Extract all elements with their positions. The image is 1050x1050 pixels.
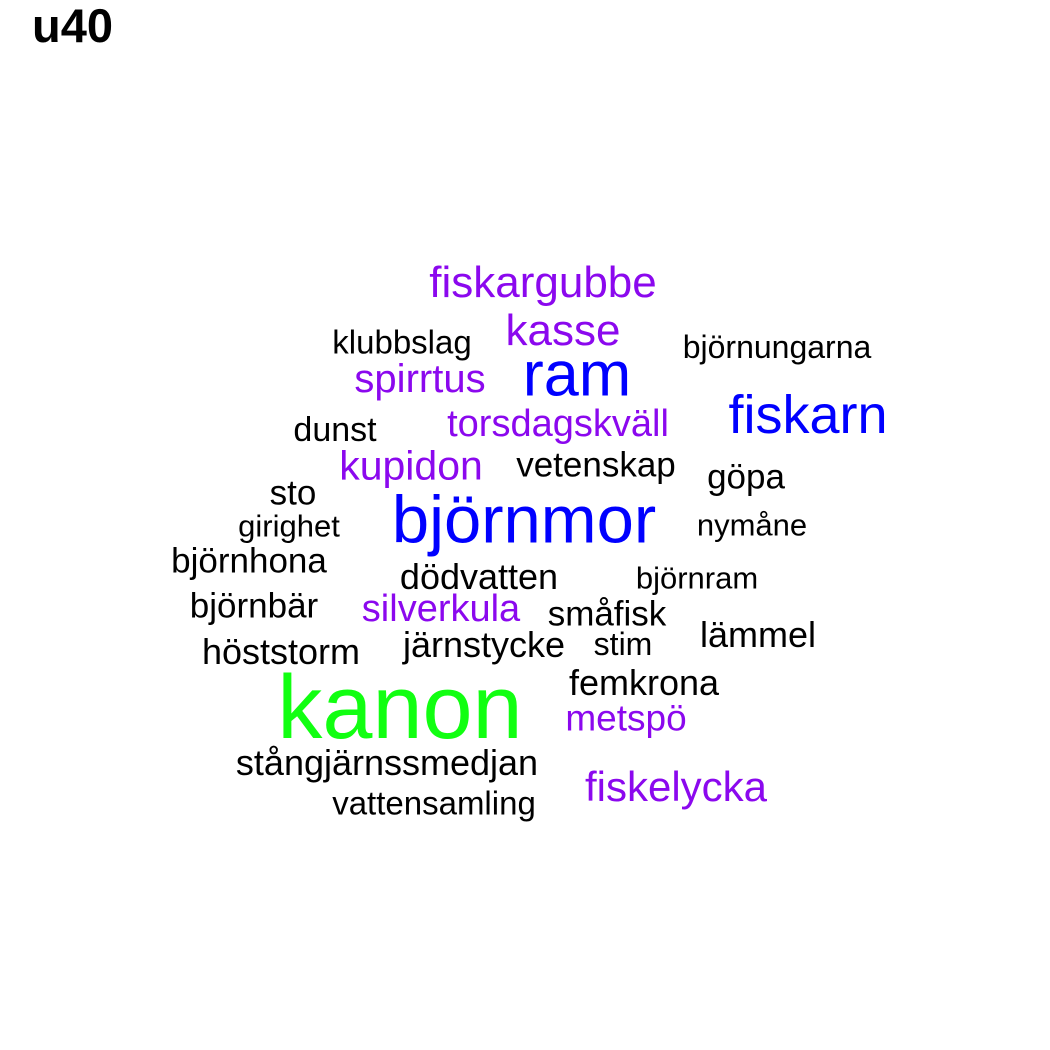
word-cloud-term: dunst: [293, 411, 377, 449]
word-cloud-term: björnungarna: [682, 329, 872, 365]
word-cloud-term: nymåne: [696, 507, 808, 543]
word-cloud-term: ram: [522, 339, 632, 410]
word-cloud-term: vetenskap: [516, 445, 676, 485]
word-cloud-term: girighet: [238, 508, 340, 544]
word-cloud-term: kupidon: [339, 442, 483, 489]
word-cloud-term: fiskarn: [728, 385, 888, 445]
word-cloud-term: spirrtus: [354, 357, 486, 401]
word-cloud-term: björnram: [635, 560, 759, 596]
word-cloud-term: järnstycke: [402, 624, 566, 665]
word-cloud-term: kasse: [505, 306, 621, 355]
word-cloud-term: lämmel: [699, 614, 817, 655]
word-cloud-term: björnbär: [189, 586, 319, 626]
word-cloud-term: fiskargubbe: [429, 258, 657, 307]
word-cloud-term: stim: [593, 626, 653, 662]
word-cloud-term: sto: [269, 473, 317, 513]
word-cloud-term: stångjärnssmedjan: [235, 742, 539, 783]
word-cloud-term: femkrona: [568, 662, 720, 703]
word-cloud-term: björnmor: [391, 482, 657, 558]
word-cloud-term: torsdagskväll: [447, 403, 669, 445]
page-title: u40: [32, 0, 113, 52]
word-cloud-term: kanon: [277, 658, 523, 758]
word-cloud-term: dödvatten: [399, 556, 559, 597]
word-cloud-term: höststorm: [201, 631, 361, 672]
word-cloud-term: björnhona: [171, 541, 327, 581]
word-cloud-term: vattensamling: [332, 784, 536, 822]
word-cloud-term: fiskelycka: [584, 763, 768, 810]
word-cloud-term: göpa: [707, 457, 785, 497]
word-cloud-term: silverkula: [361, 588, 521, 630]
word-cloud-term: småfisk: [547, 594, 667, 634]
word-cloud-term: metspö: [565, 697, 687, 739]
word-cloud-term: klubbslag: [332, 323, 472, 361]
